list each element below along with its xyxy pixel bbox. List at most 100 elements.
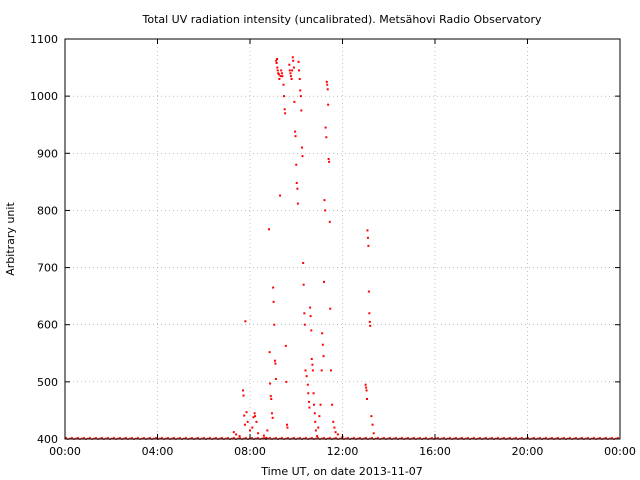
baseline-point <box>377 436 379 439</box>
baseline-point <box>77 436 79 439</box>
baseline-point <box>261 437 263 440</box>
data-point <box>269 395 272 398</box>
baseline-point <box>561 437 563 440</box>
data-point <box>286 423 288 426</box>
data-point <box>311 369 314 372</box>
x-tick-label: 08:00 <box>234 445 266 458</box>
baseline-point <box>533 436 535 439</box>
data-point <box>310 358 313 360</box>
data-point <box>244 320 247 323</box>
data-point <box>298 69 301 72</box>
data-point <box>281 75 284 78</box>
data-point <box>274 362 277 365</box>
data-point <box>283 108 286 111</box>
baseline-point <box>135 437 137 440</box>
baseline-point <box>563 436 565 439</box>
baseline-point <box>329 436 331 439</box>
baseline-point <box>431 436 433 439</box>
baseline-point <box>401 436 403 439</box>
data-point <box>257 432 260 435</box>
x-tick-label: 16:00 <box>419 445 451 458</box>
baseline-point <box>381 437 383 440</box>
data-point <box>300 109 303 112</box>
baseline-point <box>551 436 553 439</box>
data-point <box>334 431 337 434</box>
data-point <box>242 394 245 397</box>
baseline-point <box>513 437 515 440</box>
baseline-point <box>495 437 497 440</box>
data-point <box>318 415 321 418</box>
baseline-point <box>429 437 431 440</box>
baseline-point <box>225 437 227 440</box>
x-axis-ticks: 00:00 04:00 08:00 12:00 16:00 20:00 00:00 <box>49 39 636 458</box>
baseline-point <box>243 437 245 440</box>
data-point <box>365 389 368 392</box>
baseline-point <box>279 437 281 440</box>
data-point <box>246 420 249 423</box>
baseline-point <box>375 437 377 440</box>
data-point <box>285 380 288 383</box>
data-point <box>307 400 310 403</box>
baseline-point <box>345 437 347 440</box>
y-tick-label: 900 <box>37 147 58 160</box>
baseline-point <box>113 436 115 439</box>
grid-lines <box>65 39 620 439</box>
baseline-point <box>167 436 169 439</box>
data-point <box>289 75 292 78</box>
baseline-point <box>437 436 439 439</box>
baseline-point <box>191 436 193 439</box>
baseline-point <box>165 437 167 440</box>
baseline-point <box>611 436 613 439</box>
baseline-point <box>227 436 229 439</box>
baseline-point <box>71 436 73 439</box>
data-point <box>367 290 370 293</box>
baseline-point <box>515 436 517 439</box>
data-point <box>280 69 283 72</box>
baseline-point <box>585 437 587 440</box>
data-point <box>270 398 273 400</box>
baseline-point <box>539 436 541 439</box>
data-point <box>279 194 282 197</box>
baseline-point <box>171 437 173 440</box>
data-point <box>367 244 370 247</box>
baseline-point <box>159 437 161 440</box>
data-point <box>299 89 302 92</box>
data-point <box>327 158 330 160</box>
baseline-point <box>321 437 323 440</box>
baseline-point <box>299 436 301 439</box>
data-point <box>312 392 315 395</box>
baseline-point <box>287 436 289 439</box>
baseline-point <box>347 436 349 439</box>
data-point <box>366 236 369 239</box>
data-point <box>292 59 295 62</box>
data-point <box>308 406 311 409</box>
baseline-point <box>239 436 241 439</box>
baseline-point <box>183 437 185 440</box>
baseline-point <box>273 437 275 440</box>
baseline-point <box>89 436 91 439</box>
data-point <box>252 416 255 419</box>
data-point <box>372 432 375 435</box>
data-point <box>243 414 246 417</box>
data-point <box>273 359 276 362</box>
baseline-point <box>509 436 511 439</box>
baseline-point <box>233 436 235 439</box>
data-point <box>288 63 291 66</box>
baseline-point <box>371 436 373 439</box>
data-point <box>267 228 270 231</box>
data-point <box>279 75 282 78</box>
baseline-point <box>395 436 397 439</box>
baseline-point <box>65 436 67 439</box>
baseline-point <box>581 436 583 439</box>
data-point <box>273 323 276 326</box>
data-point <box>277 73 280 76</box>
baseline-point <box>195 437 197 440</box>
baseline-point <box>197 436 199 439</box>
baseline-point <box>413 436 415 439</box>
baseline-point <box>173 436 175 439</box>
data-point <box>275 62 278 64</box>
baseline-point <box>617 436 619 439</box>
data-point <box>316 435 319 438</box>
data-point <box>321 332 324 335</box>
data-point <box>368 312 371 315</box>
